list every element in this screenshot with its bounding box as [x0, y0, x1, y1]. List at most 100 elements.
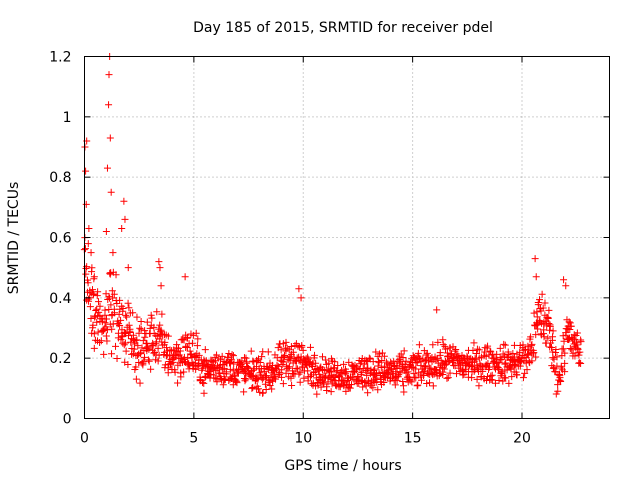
data-point — [226, 365, 234, 373]
data-point — [132, 363, 140, 371]
data-point — [410, 373, 418, 381]
data-point — [533, 313, 541, 321]
data-point — [549, 333, 557, 341]
data-point — [545, 306, 553, 314]
data-point — [112, 271, 120, 279]
data-point — [176, 347, 184, 355]
data-point — [504, 348, 512, 356]
y-tick-label: 1.2 — [49, 50, 71, 66]
data-point — [300, 374, 308, 382]
data-point — [577, 338, 585, 346]
data-point — [566, 326, 574, 334]
data-point — [200, 379, 208, 387]
data-point — [441, 345, 449, 353]
data-point — [192, 329, 200, 337]
data-point — [560, 337, 568, 345]
data-point — [260, 367, 268, 375]
data-point — [282, 338, 290, 346]
data-point — [116, 296, 124, 304]
data-point — [143, 318, 151, 326]
data-point — [444, 374, 452, 382]
data-point — [216, 373, 224, 381]
data-point — [475, 346, 483, 354]
data-point — [218, 352, 226, 360]
data-point — [521, 369, 529, 377]
data-point — [279, 380, 287, 388]
data-point — [102, 332, 110, 340]
y-tick-label: 0.4 — [49, 291, 71, 307]
data-point — [87, 249, 95, 257]
data-point — [194, 335, 202, 343]
data-point — [281, 352, 289, 360]
data-point — [528, 340, 536, 348]
data-point — [527, 342, 535, 350]
data-point — [110, 290, 118, 298]
data-point — [153, 308, 161, 316]
data-point — [380, 379, 388, 387]
data-point — [145, 357, 153, 365]
data-point — [369, 384, 377, 392]
data-point — [327, 388, 335, 396]
data-point — [576, 359, 584, 367]
data-point — [296, 378, 304, 386]
data-point — [410, 370, 418, 378]
data-point — [106, 134, 114, 142]
data-point — [82, 200, 90, 208]
data-point — [322, 356, 330, 364]
data-point — [573, 329, 581, 337]
y-tick-label: 0 — [63, 412, 72, 428]
data-point — [240, 388, 248, 396]
data-point — [439, 368, 447, 376]
data-point — [145, 345, 153, 353]
data-point — [561, 368, 569, 376]
data-point — [298, 343, 306, 351]
data-point — [96, 339, 104, 347]
data-point — [491, 379, 499, 387]
data-point — [304, 353, 312, 361]
data-point — [541, 299, 549, 307]
data-point — [294, 342, 302, 350]
data-point — [374, 362, 382, 370]
data-point — [299, 346, 307, 354]
data-point — [249, 384, 257, 392]
data-point — [241, 377, 249, 385]
data-point — [173, 341, 181, 349]
data-point — [229, 381, 237, 389]
data-point — [123, 313, 131, 321]
data-point — [484, 360, 492, 368]
data-point — [147, 365, 155, 373]
data-point — [258, 375, 266, 383]
data-point — [105, 71, 113, 79]
data-point — [358, 369, 366, 377]
data-point — [188, 339, 196, 347]
data-point — [538, 290, 546, 298]
data-point — [137, 318, 145, 326]
data-point — [412, 374, 420, 382]
data-point — [413, 382, 421, 390]
data-point — [554, 387, 562, 395]
data-point — [473, 345, 481, 353]
data-point — [562, 282, 570, 290]
data-point — [568, 346, 576, 354]
data-point — [157, 282, 165, 290]
data-point — [441, 361, 449, 369]
data-point — [483, 373, 491, 381]
data-point — [278, 373, 286, 381]
x-tick-label: 5 — [189, 431, 198, 447]
data-point — [397, 350, 405, 358]
data-point — [249, 366, 257, 374]
data-point — [88, 264, 96, 272]
data-point — [90, 344, 98, 352]
data-point — [488, 376, 496, 384]
data-point — [495, 359, 503, 367]
data-point — [282, 369, 290, 377]
data-point — [229, 367, 237, 375]
data-point — [517, 358, 525, 366]
data-point — [562, 331, 570, 339]
data-point — [219, 381, 227, 389]
data-point — [413, 358, 421, 366]
data-point — [171, 368, 179, 376]
data-point — [89, 286, 97, 294]
data-point — [225, 349, 233, 357]
data-point — [109, 294, 117, 302]
